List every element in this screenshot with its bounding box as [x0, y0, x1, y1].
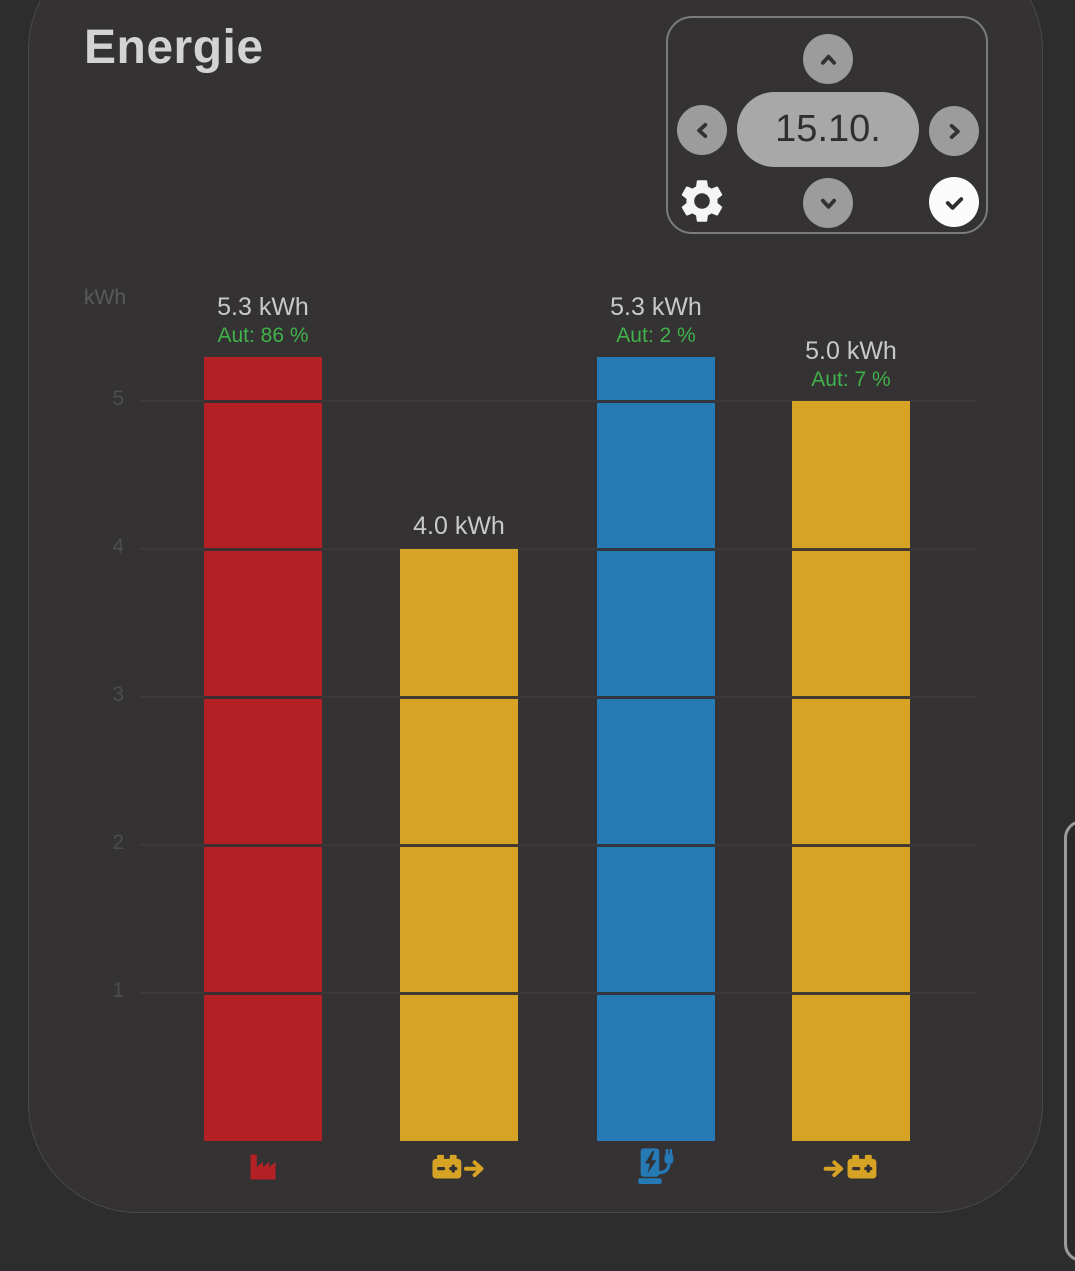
y-tick-label: 4: [112, 535, 124, 558]
date-down-button[interactable]: [803, 178, 853, 228]
bar-label-grid-import: 5.3 kWh Aut: 86 %: [113, 292, 413, 349]
y-tick-label: 5: [112, 387, 124, 410]
y-tick-label: 1: [112, 979, 124, 1002]
ev-charger-icon: [621, 1146, 691, 1188]
bar-gridline: [400, 844, 518, 847]
battery-out-icon: [424, 1146, 494, 1188]
y-axis-unit-label: kWh: [84, 286, 126, 309]
bar-gridline: [792, 992, 910, 995]
factory-icon: [228, 1146, 298, 1188]
date-display[interactable]: 15.10.: [737, 92, 919, 167]
bar-ev-charging[interactable]: [597, 357, 715, 1141]
y-tick-label: 2: [112, 831, 124, 854]
bar-grid-import[interactable]: [204, 357, 322, 1141]
date-previous-button[interactable]: [677, 105, 727, 155]
adjacent-panel-peek[interactable]: [1064, 820, 1075, 1262]
bar-gridline: [204, 844, 322, 847]
bar-battery-discharge[interactable]: [400, 549, 518, 1141]
chevron-left-icon: [696, 122, 707, 138]
bar-gridline: [597, 696, 715, 699]
bar-gridline: [400, 696, 518, 699]
bar-gridline: [597, 992, 715, 995]
bar-gridline: [597, 844, 715, 847]
settings-button[interactable]: [676, 175, 728, 227]
date-navigator: 15.10.: [666, 16, 988, 234]
bar-gridline: [204, 548, 322, 551]
check-icon: [945, 196, 963, 210]
bar-autarky-label: Aut: 7 %: [811, 368, 891, 391]
y-tick-label: 3: [112, 683, 124, 706]
bar-value-label: 5.3 kWh: [610, 293, 702, 321]
date-up-button[interactable]: [803, 34, 853, 84]
gear-icon: [681, 180, 723, 222]
page-title: Energie: [84, 21, 264, 74]
battery-in-icon: [816, 1146, 886, 1188]
bar-label-battery-charge: 5.0 kWh Aut: 7 %: [701, 336, 1001, 393]
bar-gridline: [204, 992, 322, 995]
bar-value-label: 4.0 kWh: [413, 512, 505, 540]
bar-autarky-label: Aut: 86 %: [217, 324, 309, 347]
bar-label-battery-discharge: 4.0 kWh: [309, 511, 609, 541]
date-next-button[interactable]: [929, 106, 979, 156]
chevron-down-icon: [820, 198, 836, 209]
bar-autarky-label: Aut: 2 %: [616, 324, 696, 347]
bar-value-label: 5.3 kWh: [217, 293, 309, 321]
bar-gridline: [204, 696, 322, 699]
confirm-button[interactable]: [929, 177, 979, 227]
bar-gridline: [597, 548, 715, 551]
bar-value-label: 5.0 kWh: [805, 337, 897, 365]
bar-gridline: [400, 992, 518, 995]
bar-gridline: [792, 844, 910, 847]
chevron-right-icon: [949, 123, 960, 139]
bar-gridline: [597, 400, 715, 403]
bar-gridline: [792, 696, 910, 699]
bar-label-ev-charging: 5.3 kWh Aut: 2 %: [506, 292, 806, 349]
bar-battery-charge[interactable]: [792, 401, 910, 1141]
bar-gridline: [204, 400, 322, 403]
selected-date: 15.10.: [775, 108, 881, 150]
bar-gridline: [792, 548, 910, 551]
chevron-up-icon: [820, 54, 836, 65]
